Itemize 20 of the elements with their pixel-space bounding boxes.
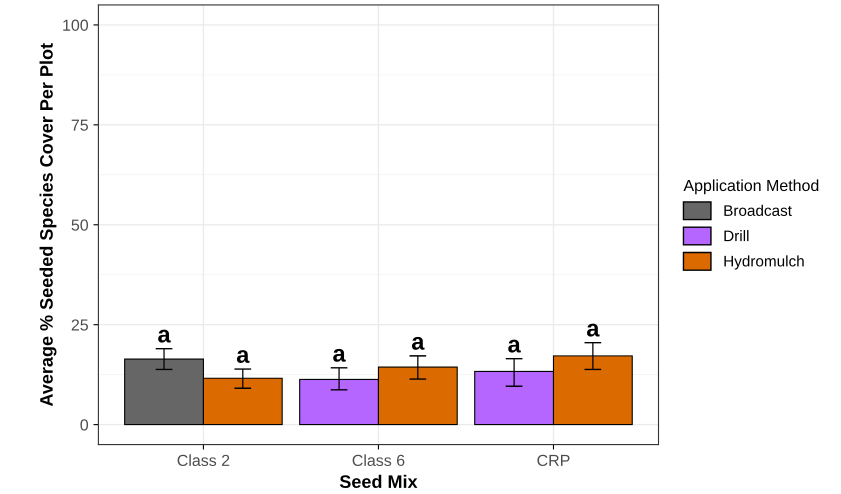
y-tick-label: 25 — [72, 319, 88, 331]
legend-label: Hydromulch — [724, 255, 804, 270]
x-tick-label: Class 6 — [352, 454, 404, 466]
x-axis-title: Seed Mix — [340, 474, 418, 488]
y-tick-label: 100 — [63, 20, 88, 31]
legend-label: Drill — [724, 230, 748, 242]
data-label: a — [586, 324, 600, 337]
y-axis-title: Average % Seeded Species Cover Per Plot — [40, 43, 56, 406]
x-tick-label: CRP — [537, 454, 570, 466]
x-tick-label: Class 2 — [178, 454, 230, 466]
data-label: a — [333, 348, 346, 362]
data-label: a — [412, 336, 425, 350]
y-tick-label: 75 — [72, 120, 88, 131]
data-label: a — [158, 330, 171, 343]
legend-title: Application Method — [683, 179, 818, 194]
data-label: a — [508, 340, 521, 353]
data-label: a — [236, 350, 250, 364]
legend-label: Broadcast — [724, 204, 792, 216]
y-tick-label: 50 — [72, 219, 88, 231]
y-tick-label: 0 — [80, 419, 88, 431]
